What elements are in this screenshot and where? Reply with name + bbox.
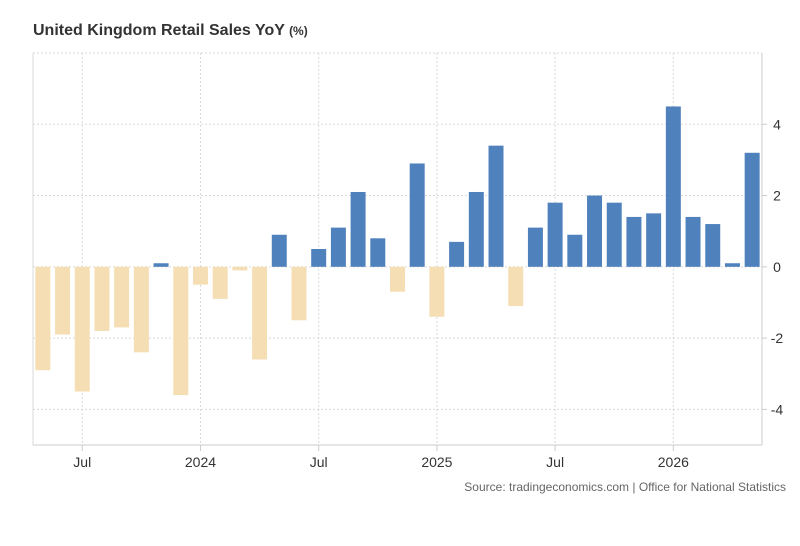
- bar: [94, 266, 110, 331]
- bar: [173, 266, 189, 396]
- bar: [665, 106, 681, 267]
- bar: [587, 195, 603, 267]
- bar: [232, 266, 248, 271]
- bar: [252, 266, 268, 360]
- bar: [390, 266, 405, 292]
- bar: [468, 191, 484, 267]
- bar-layer: [35, 106, 760, 396]
- title-text: United Kingdom Retail Sales YoY: [33, 22, 285, 39]
- bar: [192, 266, 208, 285]
- bar: [508, 266, 524, 307]
- bar: [311, 249, 327, 267]
- bar: [133, 266, 149, 353]
- bar: [724, 263, 740, 267]
- x-tick-label: 2024: [185, 454, 216, 470]
- bar: [370, 238, 386, 267]
- bar: [606, 202, 622, 267]
- bar: [547, 202, 563, 267]
- bar: [685, 216, 701, 267]
- bar: [567, 234, 583, 267]
- y-tick-label: -2: [771, 330, 784, 346]
- y-tick-label: 4: [773, 116, 781, 132]
- bar: [330, 227, 346, 267]
- bar: [705, 224, 721, 267]
- chart-title: United Kingdom Retail Sales YoY (%): [33, 22, 308, 40]
- bar: [626, 216, 642, 267]
- bar: [291, 266, 307, 321]
- bar: [114, 266, 130, 328]
- bar: [646, 213, 662, 267]
- x-tick-label: 2026: [658, 454, 689, 470]
- x-tick-label: 2025: [421, 454, 452, 470]
- y-tick-label: -4: [771, 401, 784, 417]
- bar: [212, 266, 228, 299]
- y-tick-label: 0: [773, 259, 781, 275]
- bar: [409, 163, 425, 267]
- bar: [744, 152, 760, 267]
- bar: [153, 263, 169, 267]
- bar: [488, 145, 504, 267]
- bar: [35, 266, 51, 371]
- axis-layer: -4 -2 0 2 4 Jul 2024 Jul 2025 Jul 2026: [33, 53, 783, 470]
- y-tick-label: 2: [773, 188, 781, 204]
- x-tick-label: Jul: [310, 454, 328, 470]
- bar: [271, 234, 287, 267]
- bar: [55, 266, 71, 335]
- x-tick-label: Jul: [73, 454, 91, 470]
- bar: [74, 266, 90, 392]
- source-note: Source: tradingeconomics.com | Office fo…: [464, 480, 786, 494]
- bar: [527, 227, 543, 267]
- bar: [429, 266, 445, 317]
- bar: [350, 191, 366, 267]
- title-unit: (%): [289, 24, 308, 38]
- x-tick-label: Jul: [546, 454, 564, 470]
- bar: [449, 241, 465, 267]
